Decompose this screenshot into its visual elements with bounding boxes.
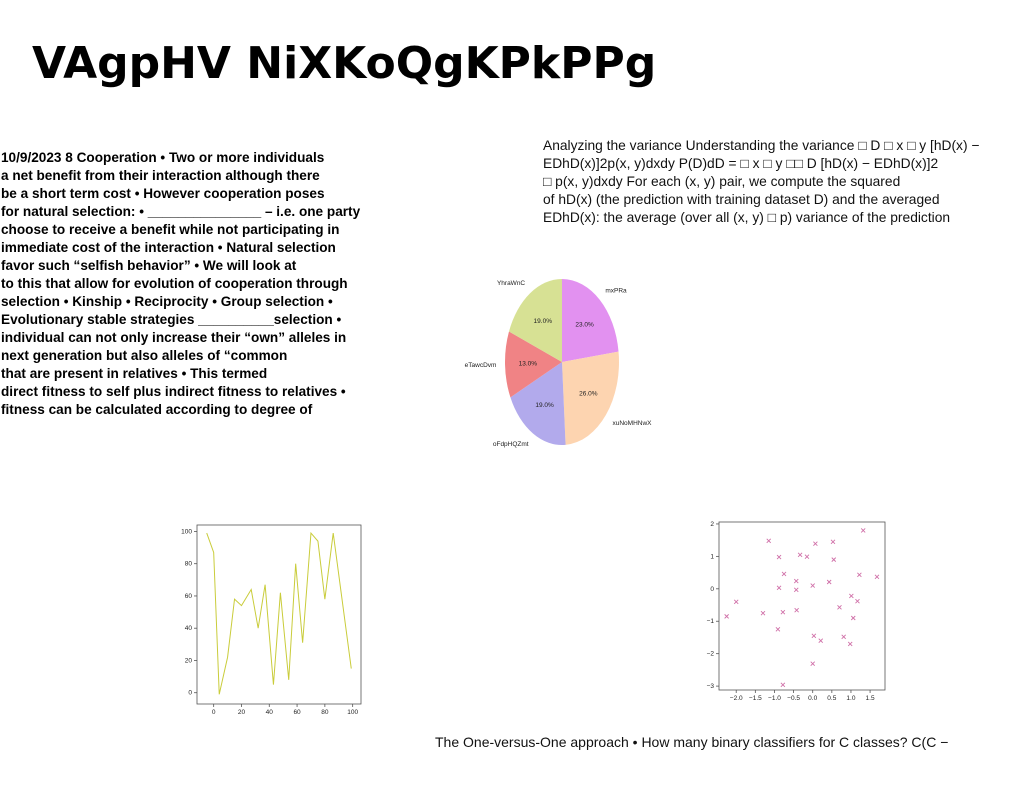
pie-value-label: 13.0% — [519, 361, 538, 368]
scatter-point — [793, 578, 799, 584]
pie-category-label: xuNoMHNwX — [613, 420, 653, 427]
scatter-point — [797, 552, 803, 558]
x-tick-label: 0.0 — [808, 695, 817, 702]
body-text-line: next generation but also alleles of “com… — [1, 348, 287, 363]
scatter-point — [793, 587, 799, 593]
body-text-line: be a short term cost • However cooperati… — [1, 186, 325, 201]
y-tick-label: −1 — [707, 618, 715, 625]
pie-slice — [562, 279, 619, 362]
scatter-point — [733, 599, 739, 605]
body-text-line: direct fitness to self plus indirect fit… — [1, 384, 346, 399]
scatter-point — [855, 598, 860, 604]
y-tick-label: −2 — [707, 651, 715, 658]
body-text-line: selection • Kinship • Reciprocity • Grou… — [1, 294, 333, 309]
body-text-line: to this that allow for evolution of coop… — [1, 276, 348, 291]
body-text-line: a net benefit from their interaction alt… — [1, 168, 320, 183]
body-text-line: EDhD(x): the average (over all (x, y) □ … — [543, 210, 950, 225]
scatter-point — [813, 541, 818, 547]
y-tick-label: 0 — [188, 690, 192, 697]
scatter-point — [857, 572, 862, 578]
pie-category-label: oFdpHQZmt — [493, 441, 529, 448]
scatter-point — [794, 607, 799, 613]
pie-value-label: 19.0% — [535, 402, 554, 409]
scatter-point — [837, 604, 842, 610]
y-tick-label: 80 — [185, 561, 193, 568]
pie-value-label: 26.0% — [579, 391, 598, 398]
scatter-point — [780, 609, 786, 615]
pie-slice — [510, 362, 566, 445]
y-tick-label: 60 — [185, 593, 193, 600]
y-tick-label: 1 — [710, 553, 714, 560]
scatter-point — [849, 593, 854, 599]
plot-frame — [718, 521, 886, 691]
body-text-line: of hD(x) (the prediction with training d… — [543, 192, 940, 207]
line-series — [206, 531, 352, 695]
body-text-line: Evolutionary stable strategies _________… — [1, 312, 341, 327]
scatter-point — [775, 627, 781, 632]
body-text-line: □ p(x, y)dxdy For each (x, y) pair, we c… — [543, 174, 900, 189]
scatter-point — [804, 554, 810, 560]
scatter-point — [766, 538, 772, 544]
scatter-point — [847, 641, 853, 647]
scatter-point — [830, 539, 836, 545]
y-tick-label: 100 — [181, 528, 192, 535]
x-tick-label: −2.0 — [730, 695, 743, 702]
scatter-point — [781, 571, 787, 577]
body-text-line: fitness can be calculated according to d… — [1, 402, 313, 417]
footer-text: The One-versus-One approach • How many b… — [435, 734, 948, 750]
scatter-point — [811, 633, 817, 639]
x-tick-label: −1.5 — [749, 695, 762, 702]
scatter-point — [810, 583, 816, 588]
x-tick-label: 1.0 — [846, 695, 855, 702]
pie-category-label: YhraWnC — [497, 280, 525, 287]
y-tick-label: 20 — [185, 657, 193, 664]
pie-slice — [509, 279, 562, 362]
x-tick-label: 100 — [347, 709, 358, 716]
scatter-point — [760, 610, 766, 616]
scatter-point — [874, 574, 880, 580]
x-tick-label: 1.5 — [866, 695, 875, 702]
scatter-point — [776, 554, 782, 560]
body-text-line: choose to receive a benefit while not pa… — [1, 222, 339, 237]
x-tick-label: 0 — [212, 709, 216, 716]
pie-category-label: eTawcDvm — [465, 362, 497, 369]
pie-category-label: mxPRa — [605, 287, 627, 294]
pie-value-label: 23.0% — [575, 322, 594, 329]
slide-title: VAgpHV NiXKoQgKPkPPg — [32, 38, 656, 89]
y-tick-label: 2 — [710, 521, 714, 528]
scatter-point — [780, 682, 786, 688]
pie-value-label: 19.0% — [534, 318, 553, 325]
x-tick-label: 60 — [293, 709, 301, 716]
body-text-line: individual can not only increase their “… — [1, 330, 346, 345]
y-tick-label: −3 — [707, 683, 715, 690]
x-tick-label: 40 — [266, 709, 274, 716]
body-text-line: Analyzing the variance Understanding the… — [543, 138, 979, 153]
body-text-line: favor such “selfish behavior” • We will … — [1, 258, 297, 273]
scatter-point — [831, 557, 837, 562]
body-text-line: EDhD(x)]2p(x, y)dxdy P(D)dD = □ x □ y □□… — [543, 156, 938, 171]
scatter-point — [860, 528, 866, 533]
scatter-point — [724, 614, 729, 619]
scatter-point — [826, 579, 832, 585]
x-tick-label: 80 — [321, 709, 329, 716]
scatter-point — [810, 661, 816, 667]
scatter-point — [818, 638, 824, 644]
x-tick-label: 0.5 — [827, 695, 836, 702]
x-tick-label: −0.5 — [787, 695, 800, 702]
scatter-point — [850, 615, 856, 621]
body-text-line: that are present in relatives • This ter… — [1, 366, 267, 381]
body-text-line: 10/9/2023 8 Cooperation • Two or more in… — [1, 150, 324, 165]
pie-slice — [562, 351, 619, 445]
y-tick-label: 0 — [710, 586, 714, 593]
body-text-line: for natural selection: • _______________… — [1, 204, 361, 219]
y-tick-label: 40 — [185, 625, 193, 632]
scatter-point — [841, 634, 847, 640]
x-tick-label: −1.0 — [768, 695, 781, 702]
x-tick-label: 20 — [238, 709, 246, 716]
body-text-line: immediate cost of the interaction • Natu… — [1, 240, 336, 255]
pie-slice — [505, 331, 562, 398]
scatter-point — [776, 585, 782, 591]
